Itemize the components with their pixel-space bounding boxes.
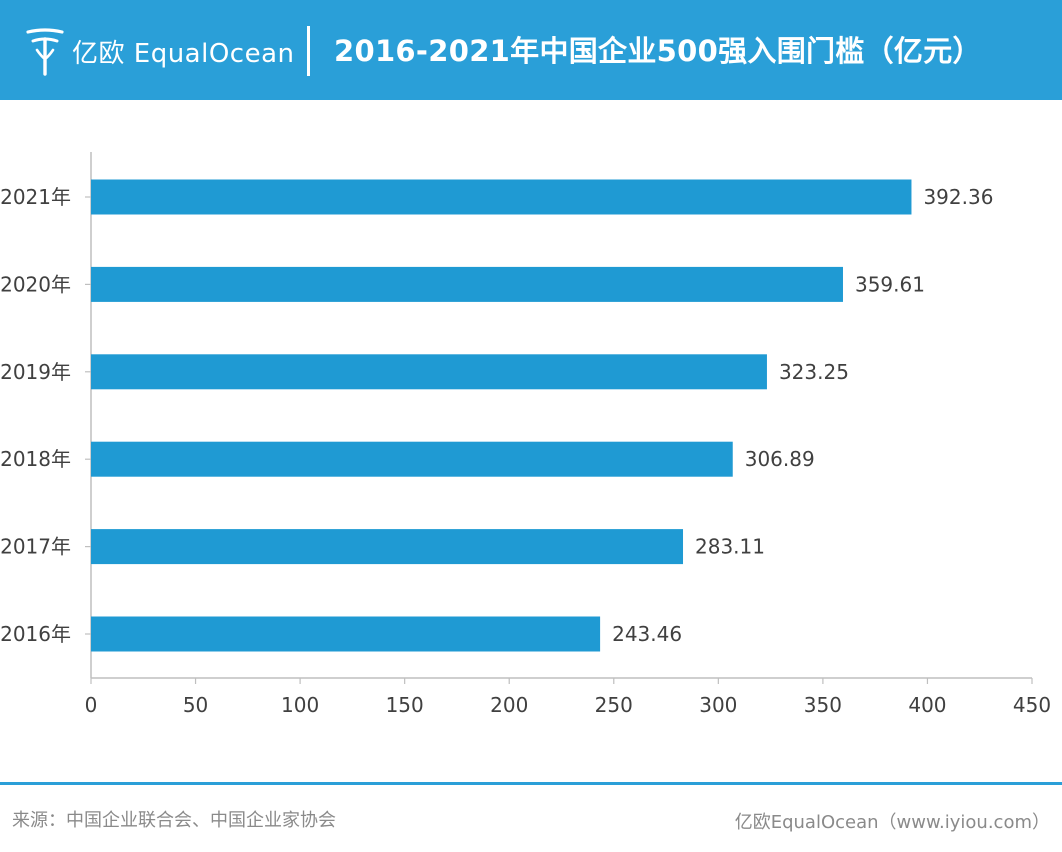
y-category-label: 2017年 — [0, 535, 71, 559]
bar-data-label: 243.46 — [612, 622, 682, 646]
y-category-label: 2021年 — [0, 185, 71, 209]
x-tick-label: 50 — [183, 693, 208, 717]
bar-data-label: 359.61 — [855, 272, 925, 296]
x-tick-label: 200 — [490, 693, 528, 717]
header-divider — [307, 26, 310, 76]
brand-logo: 亿欧 EqualOcean — [26, 24, 295, 78]
x-tick-label: 400 — [908, 693, 946, 717]
bar-chart: 0 50 100 150 200 250 300 350 400 450 2021年 392.36 20… — [0, 152, 1051, 717]
x-tick-label: 250 — [595, 693, 633, 717]
bar — [91, 441, 733, 477]
x-tick-label: 100 — [281, 693, 319, 717]
x-tick-label: 350 — [804, 693, 842, 717]
x-tick-label: 0 — [85, 693, 98, 717]
x-tick-label: 450 — [1013, 693, 1051, 717]
credit-note: 亿欧EqualOcean（www.iyiou.com） — [734, 812, 1050, 833]
bar-data-label: 283.11 — [695, 535, 765, 559]
y-category-label: 2016年 — [0, 622, 71, 646]
equalocean-logo-icon — [26, 28, 64, 76]
bar — [91, 616, 601, 652]
bar — [91, 266, 843, 302]
bar — [91, 354, 767, 390]
x-tick-label: 150 — [386, 693, 424, 717]
bar — [91, 529, 684, 565]
y-category-label: 2020年 — [0, 272, 71, 296]
footer-divider — [0, 782, 1062, 785]
source-note: 来源：中国企业联合会、中国企业家协会 — [12, 810, 336, 831]
y-category-label: 2018年 — [0, 447, 71, 471]
y-category-label: 2019年 — [0, 360, 71, 384]
bar-data-label: 306.89 — [745, 447, 815, 471]
header-banner: 亿欧 EqualOcean 2016-2021年中国企业500强入围门槛（亿元） — [0, 0, 1062, 100]
bar — [91, 179, 912, 215]
x-tick-label: 300 — [699, 693, 737, 717]
brand-name: 亿欧 EqualOcean — [72, 38, 295, 69]
chart-title: 2016-2021年中国企业500强入围门槛（亿元） — [334, 34, 982, 68]
bar-data-label: 323.25 — [779, 360, 849, 384]
bar-data-label: 392.36 — [923, 185, 993, 209]
